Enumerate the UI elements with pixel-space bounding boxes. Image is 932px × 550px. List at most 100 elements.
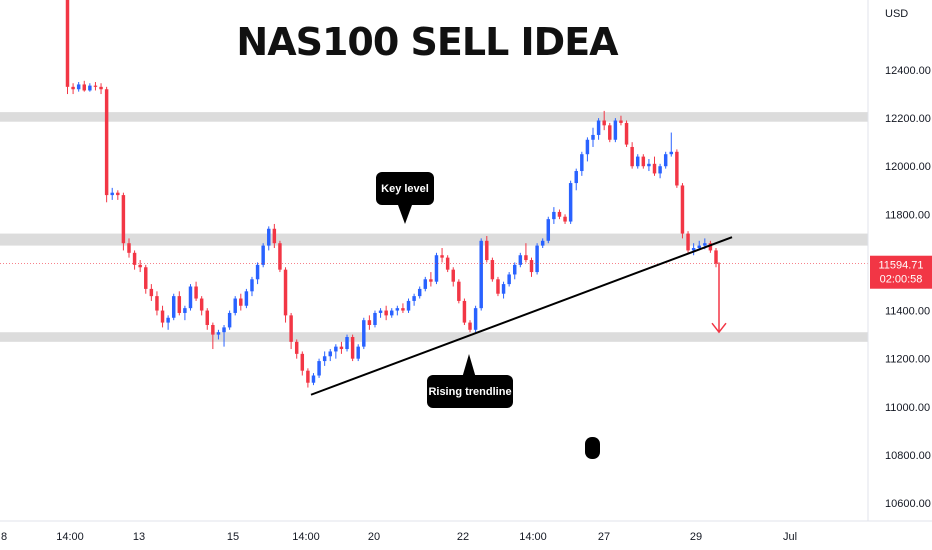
candle: [406, 298, 411, 313]
x-tick-label: 8: [1, 531, 7, 543]
price-axis[interactable]: USD 12400.0012200.0012000.0011800.001160…: [867, 0, 932, 550]
candle-body: [703, 243, 707, 246]
candle: [507, 272, 511, 287]
candle: [160, 305, 165, 328]
candle-body: [222, 327, 226, 333]
candle-body: [591, 134, 595, 140]
candle: [608, 122, 612, 143]
candle: [641, 154, 646, 169]
candle-body: [155, 296, 159, 311]
candles-layer: [65, 0, 718, 388]
candle: [669, 132, 674, 157]
time-axis[interactable]: 8 14:00 13 15 14:00 20 22 14:00 27 29 Jul: [0, 520, 932, 550]
candle: [283, 267, 288, 323]
candle: [233, 296, 237, 316]
key-level-callout[interactable]: Key level: [376, 172, 434, 224]
candle-body: [652, 163, 657, 174]
candle: [339, 341, 344, 354]
candle: [434, 252, 439, 285]
candle: [144, 264, 148, 294]
candle: [708, 240, 713, 253]
x-tick-label: 14:00: [56, 531, 84, 543]
candle-body: [216, 332, 221, 335]
candle: [479, 238, 483, 311]
candle-body: [708, 243, 713, 251]
chart-title: NAS100 SELL IDEA: [236, 20, 619, 64]
candle-body: [557, 211, 562, 217]
candle-body: [278, 243, 282, 270]
y-tick-label: 10800.00: [885, 450, 931, 462]
candle: [76, 82, 81, 92]
candle-body: [339, 346, 344, 350]
rising-trendline[interactable]: [310, 236, 733, 396]
candle: [591, 127, 595, 147]
candle-body: [574, 171, 578, 184]
candle-body: [630, 146, 634, 167]
x-tick-label: 29: [690, 531, 702, 543]
candle: [278, 240, 282, 273]
y-tick-label: 12200.00: [885, 113, 931, 125]
candle: [289, 312, 293, 350]
candle: [658, 163, 662, 179]
candle-body: [496, 279, 500, 294]
candle-body: [183, 308, 187, 313]
resistance-zone[interactable]: [0, 112, 868, 122]
y-tick-label: 11200.00: [885, 354, 930, 366]
candle: [451, 267, 455, 287]
candle: [294, 339, 299, 359]
candle-body: [283, 269, 288, 316]
candle-body: [412, 296, 416, 301]
candle: [501, 281, 506, 299]
candle-body: [518, 255, 523, 265]
candle-body: [507, 274, 511, 285]
candle: [417, 286, 422, 299]
target-arrow[interactable]: [711, 262, 727, 334]
candle-body: [401, 308, 405, 311]
candle-body: [205, 310, 209, 325]
candle-body: [596, 120, 601, 135]
candle-body: [322, 356, 327, 362]
candle: [183, 305, 187, 321]
key-level-label: Key level: [381, 183, 429, 195]
candle: [378, 308, 383, 318]
candle-body: [345, 337, 349, 350]
y-tick-label: 12400.00: [885, 65, 931, 77]
candle-body: [535, 245, 539, 273]
candle: [373, 310, 377, 328]
candle: [104, 86, 109, 203]
candle: [211, 322, 215, 350]
candle: [356, 344, 360, 362]
candle: [244, 288, 249, 309]
key-level-zone[interactable]: [0, 233, 868, 246]
candle-body: [501, 284, 506, 294]
candle-body: [367, 320, 372, 325]
candle: [362, 317, 366, 350]
candle: [613, 118, 618, 143]
candle: [71, 83, 75, 95]
candle: [468, 320, 472, 333]
candle-body: [99, 86, 103, 90]
candle-body: [669, 151, 674, 155]
x-tick-label: 15: [227, 531, 239, 543]
candle: [714, 248, 718, 268]
candle: [691, 243, 696, 256]
candle: [227, 310, 232, 330]
candle: [127, 238, 131, 258]
candle-body: [624, 122, 629, 145]
candle-body: [457, 281, 461, 301]
support-zone[interactable]: [0, 332, 868, 342]
candle-body: [585, 139, 590, 155]
candle: [132, 250, 137, 270]
candle-body: [138, 264, 142, 268]
x-tick-label: 27: [598, 531, 610, 543]
y-tick-label: 10600.00: [885, 498, 931, 510]
candle-body: [373, 312, 377, 325]
candle: [255, 262, 260, 285]
candle-body: [423, 279, 428, 289]
candle-body: [540, 240, 545, 246]
candle-body: [110, 192, 114, 196]
rising-trendline-callout[interactable]: Rising trendline: [427, 354, 513, 408]
candle: [580, 151, 584, 176]
